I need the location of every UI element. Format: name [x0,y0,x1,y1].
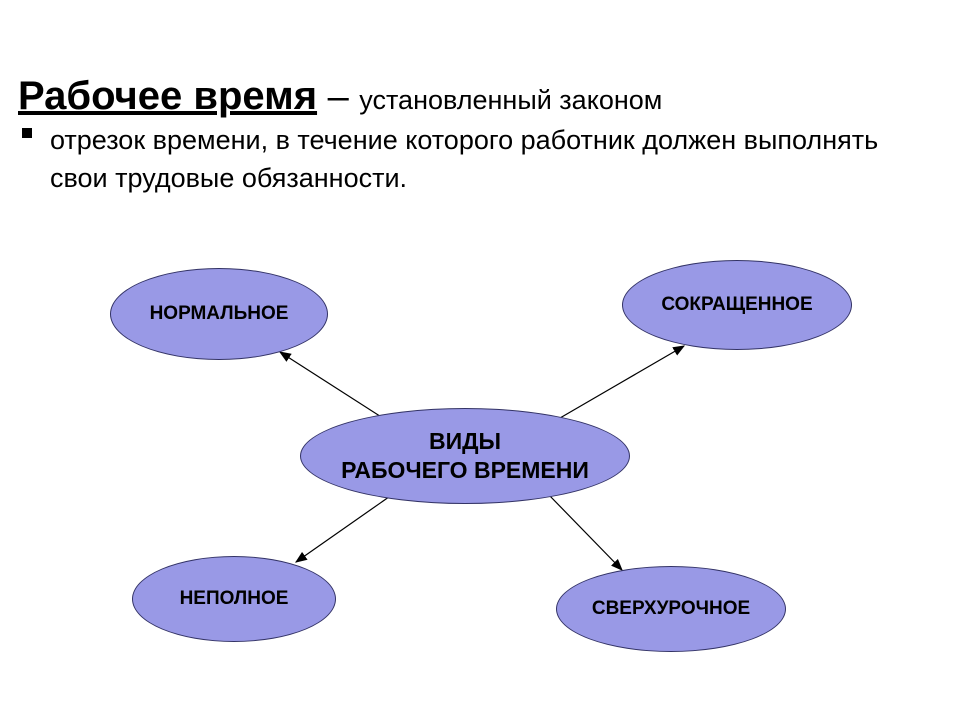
dash: – [317,76,359,118]
term: Рабочее время [18,74,317,118]
node-overtime: СВЕРХУРОЧНОЕ [556,566,786,652]
arrow-2 [296,492,396,562]
node-reduced: СОКРАЩЕННОЕ [622,260,852,350]
definition-rest: отрезок времени, в течение которого рабо… [50,122,898,198]
node-parttime: НЕПОЛНОЕ [132,556,336,642]
arrow-3 [548,494,622,570]
slide: Рабочее время – установленный законом от… [0,0,960,720]
arrow-1 [560,346,684,418]
node-normal: НОРМАЛЬНОЕ [110,268,328,360]
arrow-0 [280,352,386,420]
heading-block: Рабочее время – установленный законом от… [18,70,898,198]
definition-line1: установленный законом [359,85,662,115]
node-center: ВИДЫ РАБОЧЕГО ВРЕМЕНИ [300,408,630,504]
